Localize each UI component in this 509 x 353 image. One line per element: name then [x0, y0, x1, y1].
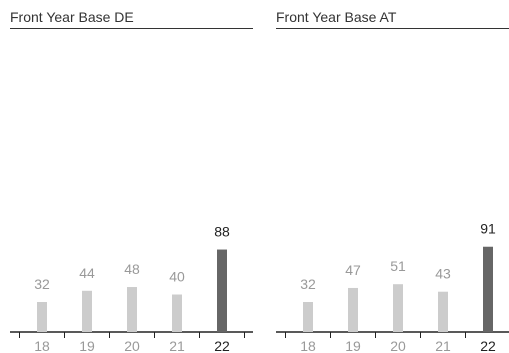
category-label-19: 19 — [79, 338, 95, 353]
bar-18 — [303, 302, 313, 332]
bar-chart-at: 32 18 47 19 51 20 43 21 91 22 — [276, 221, 509, 353]
title-underline — [10, 28, 253, 29]
value-label-22: 88 — [214, 224, 230, 240]
chart-title: Front Year Base AT — [276, 9, 397, 25]
bar-22 — [217, 249, 227, 332]
bar-19 — [82, 290, 92, 332]
category-label-20: 20 — [390, 338, 406, 353]
value-label-18: 32 — [300, 276, 316, 292]
chart-panel-at: Front Year Base AT 32 18 47 19 51 20 43 21 91 22 — [276, 0, 509, 353]
category-label-18: 18 — [34, 338, 50, 353]
category-label-22: 22 — [214, 338, 230, 353]
value-label-20: 51 — [390, 258, 406, 274]
value-label-19: 47 — [345, 262, 361, 278]
chart-title: Front Year Base DE — [10, 9, 134, 25]
category-label-21: 21 — [435, 338, 451, 353]
value-label-22: 91 — [480, 221, 496, 237]
category-label-19: 19 — [345, 338, 361, 353]
bar-20 — [127, 287, 137, 332]
title-underline — [276, 28, 509, 29]
value-label-19: 44 — [79, 265, 95, 281]
bar-19 — [348, 287, 358, 332]
category-label-20: 20 — [124, 338, 140, 353]
value-label-21: 43 — [435, 266, 451, 282]
bar-21 — [172, 294, 182, 332]
bar-18 — [37, 302, 47, 332]
bar-22 — [483, 246, 493, 332]
bar-chart-de: 32 18 44 19 48 20 40 21 88 22 — [10, 224, 253, 353]
bar-20 — [393, 284, 403, 332]
bar-21 — [438, 291, 448, 332]
chart-panel-de: Front Year Base DE 32 18 44 19 48 20 40 21 88 22 — [10, 0, 253, 353]
value-label-20: 48 — [124, 261, 140, 277]
category-label-18: 18 — [300, 338, 316, 353]
value-label-18: 32 — [34, 276, 50, 292]
category-label-22: 22 — [480, 338, 496, 353]
category-label-21: 21 — [169, 338, 185, 353]
value-label-21: 40 — [169, 269, 185, 285]
